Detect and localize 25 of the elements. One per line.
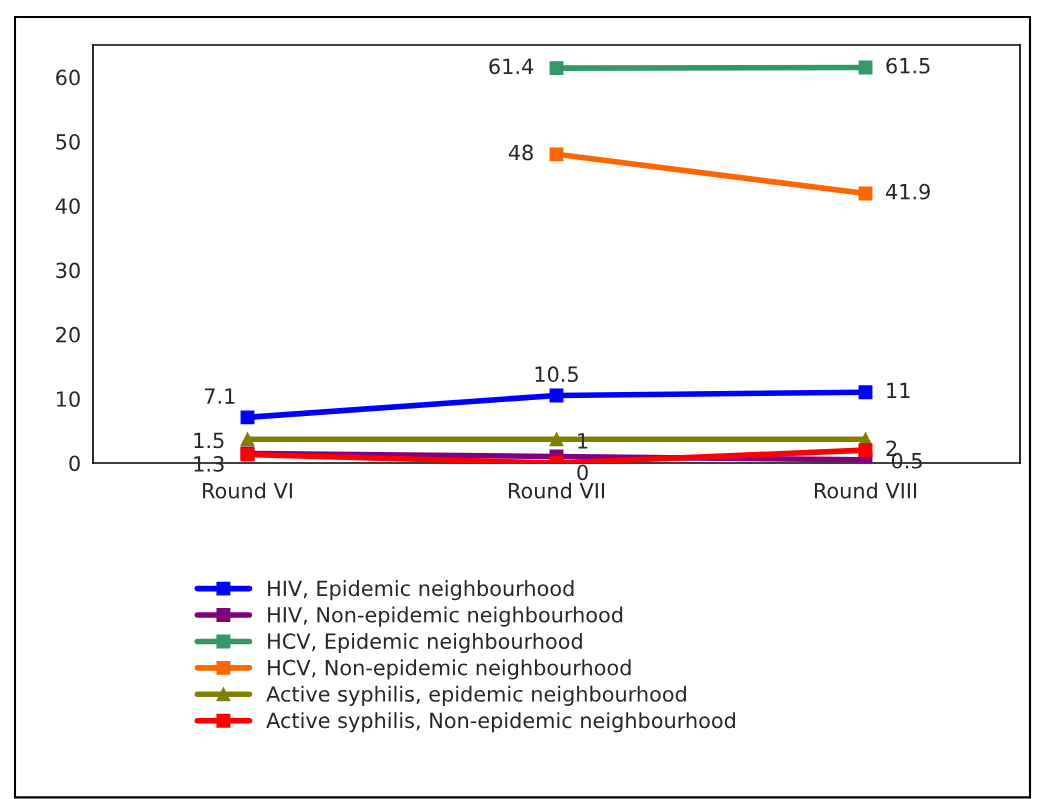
legend-label: HIV, Epidemic neighbourhood <box>268 580 574 601</box>
legend-label: HIV, Non-epidemic neighbourhood <box>268 606 623 627</box>
legend-label: HCV, Non-epidemic neighbourhood <box>268 659 631 680</box>
legend-label: Active syphilis, epidemic neighbourhood <box>266 685 686 706</box>
y-tick-label: 0 <box>69 455 80 472</box>
data-label: 48 <box>508 144 533 161</box>
data-label: 11 <box>887 382 910 399</box>
data-label: 1.5 <box>194 432 224 449</box>
y-tick-label: 60 <box>56 69 80 86</box>
x-tick-label: Round VI <box>203 482 292 499</box>
data-label: 41.9 <box>885 183 930 200</box>
legend-label: HCV, Epidemic neighbourhood <box>268 632 582 654</box>
data-label: 10.5 <box>535 366 578 383</box>
y-tick-label: 40 <box>55 198 80 214</box>
y-tick-label: 20 <box>56 326 80 343</box>
data-label: 0 <box>577 464 588 481</box>
x-tick-label: Round VIII <box>814 482 917 499</box>
y-tick-label: 30 <box>56 262 80 279</box>
x-tick-label: Round VII <box>509 482 604 499</box>
legend-label: Active syphilis, Non-epidemic neighbourhood <box>266 712 735 733</box>
y-tick-label: 50 <box>56 133 80 150</box>
data-label: 61.4 <box>489 58 534 75</box>
data-label: 61.5 <box>886 57 930 74</box>
y-tick-label: 10 <box>56 391 80 407</box>
data-label: 7.1 <box>204 388 235 404</box>
